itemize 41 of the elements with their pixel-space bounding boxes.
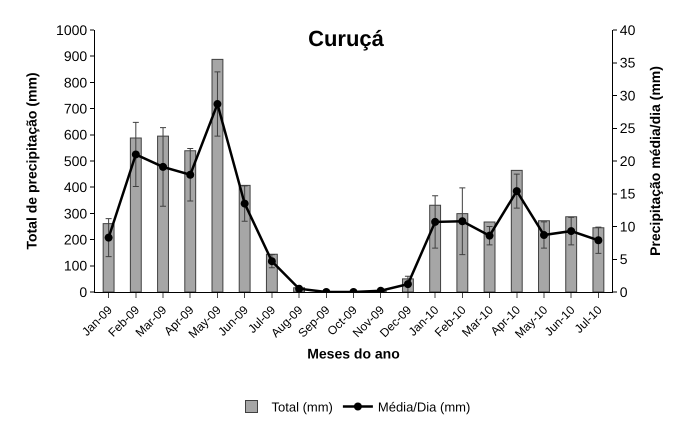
point	[186, 170, 194, 179]
legend-label: Total (mm)	[272, 400, 333, 415]
y2-tick-label: 25	[620, 120, 636, 136]
point	[104, 234, 113, 242]
point	[486, 232, 494, 240]
y-tick-label: 700	[64, 100, 88, 116]
y2-axis-title: Precipitação média/dia (mm)	[646, 66, 663, 256]
y-tick-label: 600	[64, 126, 88, 143]
y2-tick-label: 5	[620, 251, 628, 268]
y2-tick-label: 30	[620, 87, 636, 104]
y-tick-label: 300	[64, 205, 88, 222]
legend-label: Média/Dia (mm)	[378, 400, 470, 415]
y-tick-label: 0	[79, 284, 88, 300]
point	[594, 236, 602, 244]
point	[132, 150, 140, 158]
y-tick-label: 100	[64, 258, 88, 274]
y2-tick-label: 40	[620, 22, 636, 38]
y2-tick-label: 10	[620, 218, 636, 234]
point	[567, 227, 576, 236]
x-axis-title: Meses do ano	[307, 345, 400, 362]
point	[159, 162, 168, 171]
y-tick-label: 200	[64, 232, 88, 248]
chart-title: Curuçá	[308, 26, 385, 51]
y2-tick-label: 20	[620, 152, 636, 169]
y2-tick-label: 0	[620, 284, 628, 300]
point	[295, 284, 304, 292]
y-tick-label: 400	[64, 179, 88, 196]
y-axis-title: Total de precipitação (mm)	[24, 72, 40, 250]
y2-tick-label: 35	[620, 54, 636, 71]
y-tick-label: 500	[64, 152, 88, 169]
point	[431, 218, 440, 226]
y-tick-label: 800	[64, 74, 88, 90]
point	[512, 187, 521, 196]
point	[268, 257, 276, 266]
y-tick-label: 900	[64, 48, 88, 64]
y-tick-label: 1000	[56, 22, 88, 38]
y2-tick-label: 15	[620, 186, 636, 202]
point	[458, 217, 466, 226]
point	[240, 200, 249, 208]
point	[540, 231, 548, 240]
point	[213, 100, 222, 108]
